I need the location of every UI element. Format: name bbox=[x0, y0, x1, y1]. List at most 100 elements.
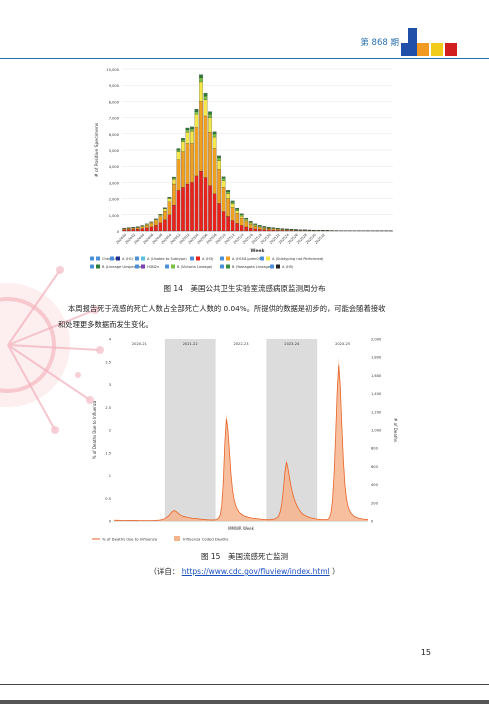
legend-checkbox bbox=[135, 256, 139, 261]
bar-segment bbox=[167, 197, 172, 199]
bar-segment bbox=[257, 227, 262, 230]
season-shade bbox=[164, 339, 216, 521]
bar-segment bbox=[167, 198, 172, 202]
x-tick-label: 202528 bbox=[296, 233, 308, 245]
bar-segment bbox=[158, 216, 163, 224]
bar-segment bbox=[248, 221, 253, 224]
bar-segment bbox=[262, 227, 267, 230]
y-right-tick-label: 1,800 bbox=[371, 356, 382, 360]
page-header: 第 868 期 bbox=[0, 0, 489, 60]
bar-segment bbox=[126, 229, 131, 232]
paragraph-line-2: 和处理更多数据而发生变化。 bbox=[58, 320, 153, 329]
x-tick-label: 202530 bbox=[305, 233, 317, 245]
bar-segment bbox=[199, 77, 203, 83]
legend-swatch bbox=[196, 256, 200, 261]
legend-label: B (Lineage Unspecified) bbox=[102, 265, 145, 269]
y-tick-label: 5,000 bbox=[109, 149, 120, 153]
bar-segment bbox=[135, 228, 140, 232]
bar-segment bbox=[212, 193, 217, 232]
legend-label: A (Subtyping not Performed) bbox=[272, 257, 324, 261]
bar-segment bbox=[208, 114, 212, 118]
bar-segment bbox=[253, 224, 258, 226]
bar-segment bbox=[235, 213, 240, 224]
source-link[interactable]: https://www.cdc.gov/fluview/index.html bbox=[181, 567, 330, 576]
bar-segment bbox=[131, 227, 136, 230]
y-tick-label: 10,000 bbox=[106, 68, 119, 72]
legend-label: A (H1N1)pdm09 bbox=[232, 257, 262, 261]
bar-segment bbox=[244, 220, 249, 222]
bar-segment bbox=[239, 215, 244, 219]
y-right-tick-label: 600 bbox=[371, 465, 379, 469]
bar-segment bbox=[172, 204, 176, 232]
bar-segment bbox=[217, 155, 221, 158]
y-left-tick-label: 2.5 bbox=[105, 406, 111, 410]
y-left-tick-label: 3 bbox=[109, 383, 111, 387]
legend-checkbox bbox=[90, 264, 94, 269]
y-left-tick-label: 2 bbox=[109, 429, 111, 433]
legend-swatch bbox=[226, 256, 230, 261]
legend-label: A (H5) bbox=[282, 265, 294, 269]
legend-swatch bbox=[226, 264, 230, 269]
bar-segment bbox=[221, 187, 226, 212]
y-left-tick-label: 1.5 bbox=[105, 451, 111, 455]
source-prefix: （详自： bbox=[149, 567, 180, 576]
bar-segment bbox=[126, 228, 131, 230]
x-tick-label: 202504 bbox=[188, 233, 200, 245]
bar-segment bbox=[217, 157, 221, 161]
bar-segment bbox=[208, 132, 212, 186]
bar-segment bbox=[248, 221, 253, 223]
bar-segment bbox=[122, 229, 127, 232]
bar-segment bbox=[212, 136, 217, 149]
x-tick-label: 202446 bbox=[142, 233, 154, 245]
fig14-caption: 图 14 美国公共卫生实验室流感病原监测周分布 bbox=[163, 284, 326, 293]
y-right-axis-title: # of Deaths bbox=[393, 418, 398, 442]
bar-segment bbox=[167, 214, 172, 232]
x-tick-label: 202512 bbox=[224, 233, 236, 245]
legend-label: H3N2v bbox=[147, 265, 160, 269]
percent-deaths-line bbox=[113, 365, 369, 522]
season-label: 2020-21 bbox=[132, 342, 147, 346]
y-right-tick-label: 200 bbox=[371, 501, 379, 505]
y-tick-label: 1,000 bbox=[109, 214, 120, 218]
legend-checkbox bbox=[165, 264, 169, 269]
bar-segment bbox=[135, 227, 140, 230]
y-tick-label: 4,000 bbox=[109, 165, 120, 169]
bar-segment bbox=[185, 129, 190, 133]
y-tick-label: 6,000 bbox=[109, 133, 120, 137]
bar-segment bbox=[262, 226, 267, 228]
bar-segment bbox=[181, 151, 185, 188]
bar-segment bbox=[208, 111, 212, 115]
legend-label: A (Unable to Subtype) bbox=[147, 257, 187, 261]
x-tick-label: 202526 bbox=[287, 233, 299, 245]
bar-segment bbox=[208, 185, 212, 232]
legend-label: A (H3) bbox=[202, 257, 214, 261]
bar-segment bbox=[244, 218, 249, 221]
bar-segment bbox=[203, 93, 208, 97]
bar-segment bbox=[253, 225, 258, 227]
season-label: 2024-25 bbox=[335, 342, 350, 346]
bar-segment bbox=[203, 177, 208, 232]
bar-segment bbox=[172, 179, 176, 185]
deaths-area bbox=[114, 357, 368, 521]
legend-checkbox bbox=[220, 264, 224, 269]
y-right-tick-label: 2,000 bbox=[371, 338, 382, 342]
y-tick-label: 3,000 bbox=[109, 181, 120, 185]
footer-bar bbox=[0, 700, 489, 704]
bar-segment bbox=[181, 138, 185, 141]
y-left-tick-label: 3.5 bbox=[105, 360, 111, 364]
legend-swatch bbox=[141, 264, 145, 269]
legend-swatch bbox=[96, 256, 100, 261]
fig15-influenza-deaths-chart: 2020-21 2021-22 2022-23 2023-24 2024-25 0 0.5 1… bbox=[92, 338, 398, 542]
bar-segment bbox=[235, 209, 240, 211]
bar-segment bbox=[235, 207, 240, 210]
bar-segment bbox=[235, 210, 240, 214]
bar-segment bbox=[199, 101, 203, 172]
x-tick-label: 202510 bbox=[215, 233, 227, 245]
x-tick-label: 202520 bbox=[260, 233, 272, 245]
x-tick-label: 202516 bbox=[242, 233, 254, 245]
season-label: 2021-22 bbox=[183, 342, 198, 346]
bar-segment bbox=[185, 132, 190, 144]
legend-label: Influenza Coded Deaths bbox=[183, 537, 228, 542]
bar-segment bbox=[163, 208, 167, 212]
bar-segment bbox=[248, 222, 253, 225]
